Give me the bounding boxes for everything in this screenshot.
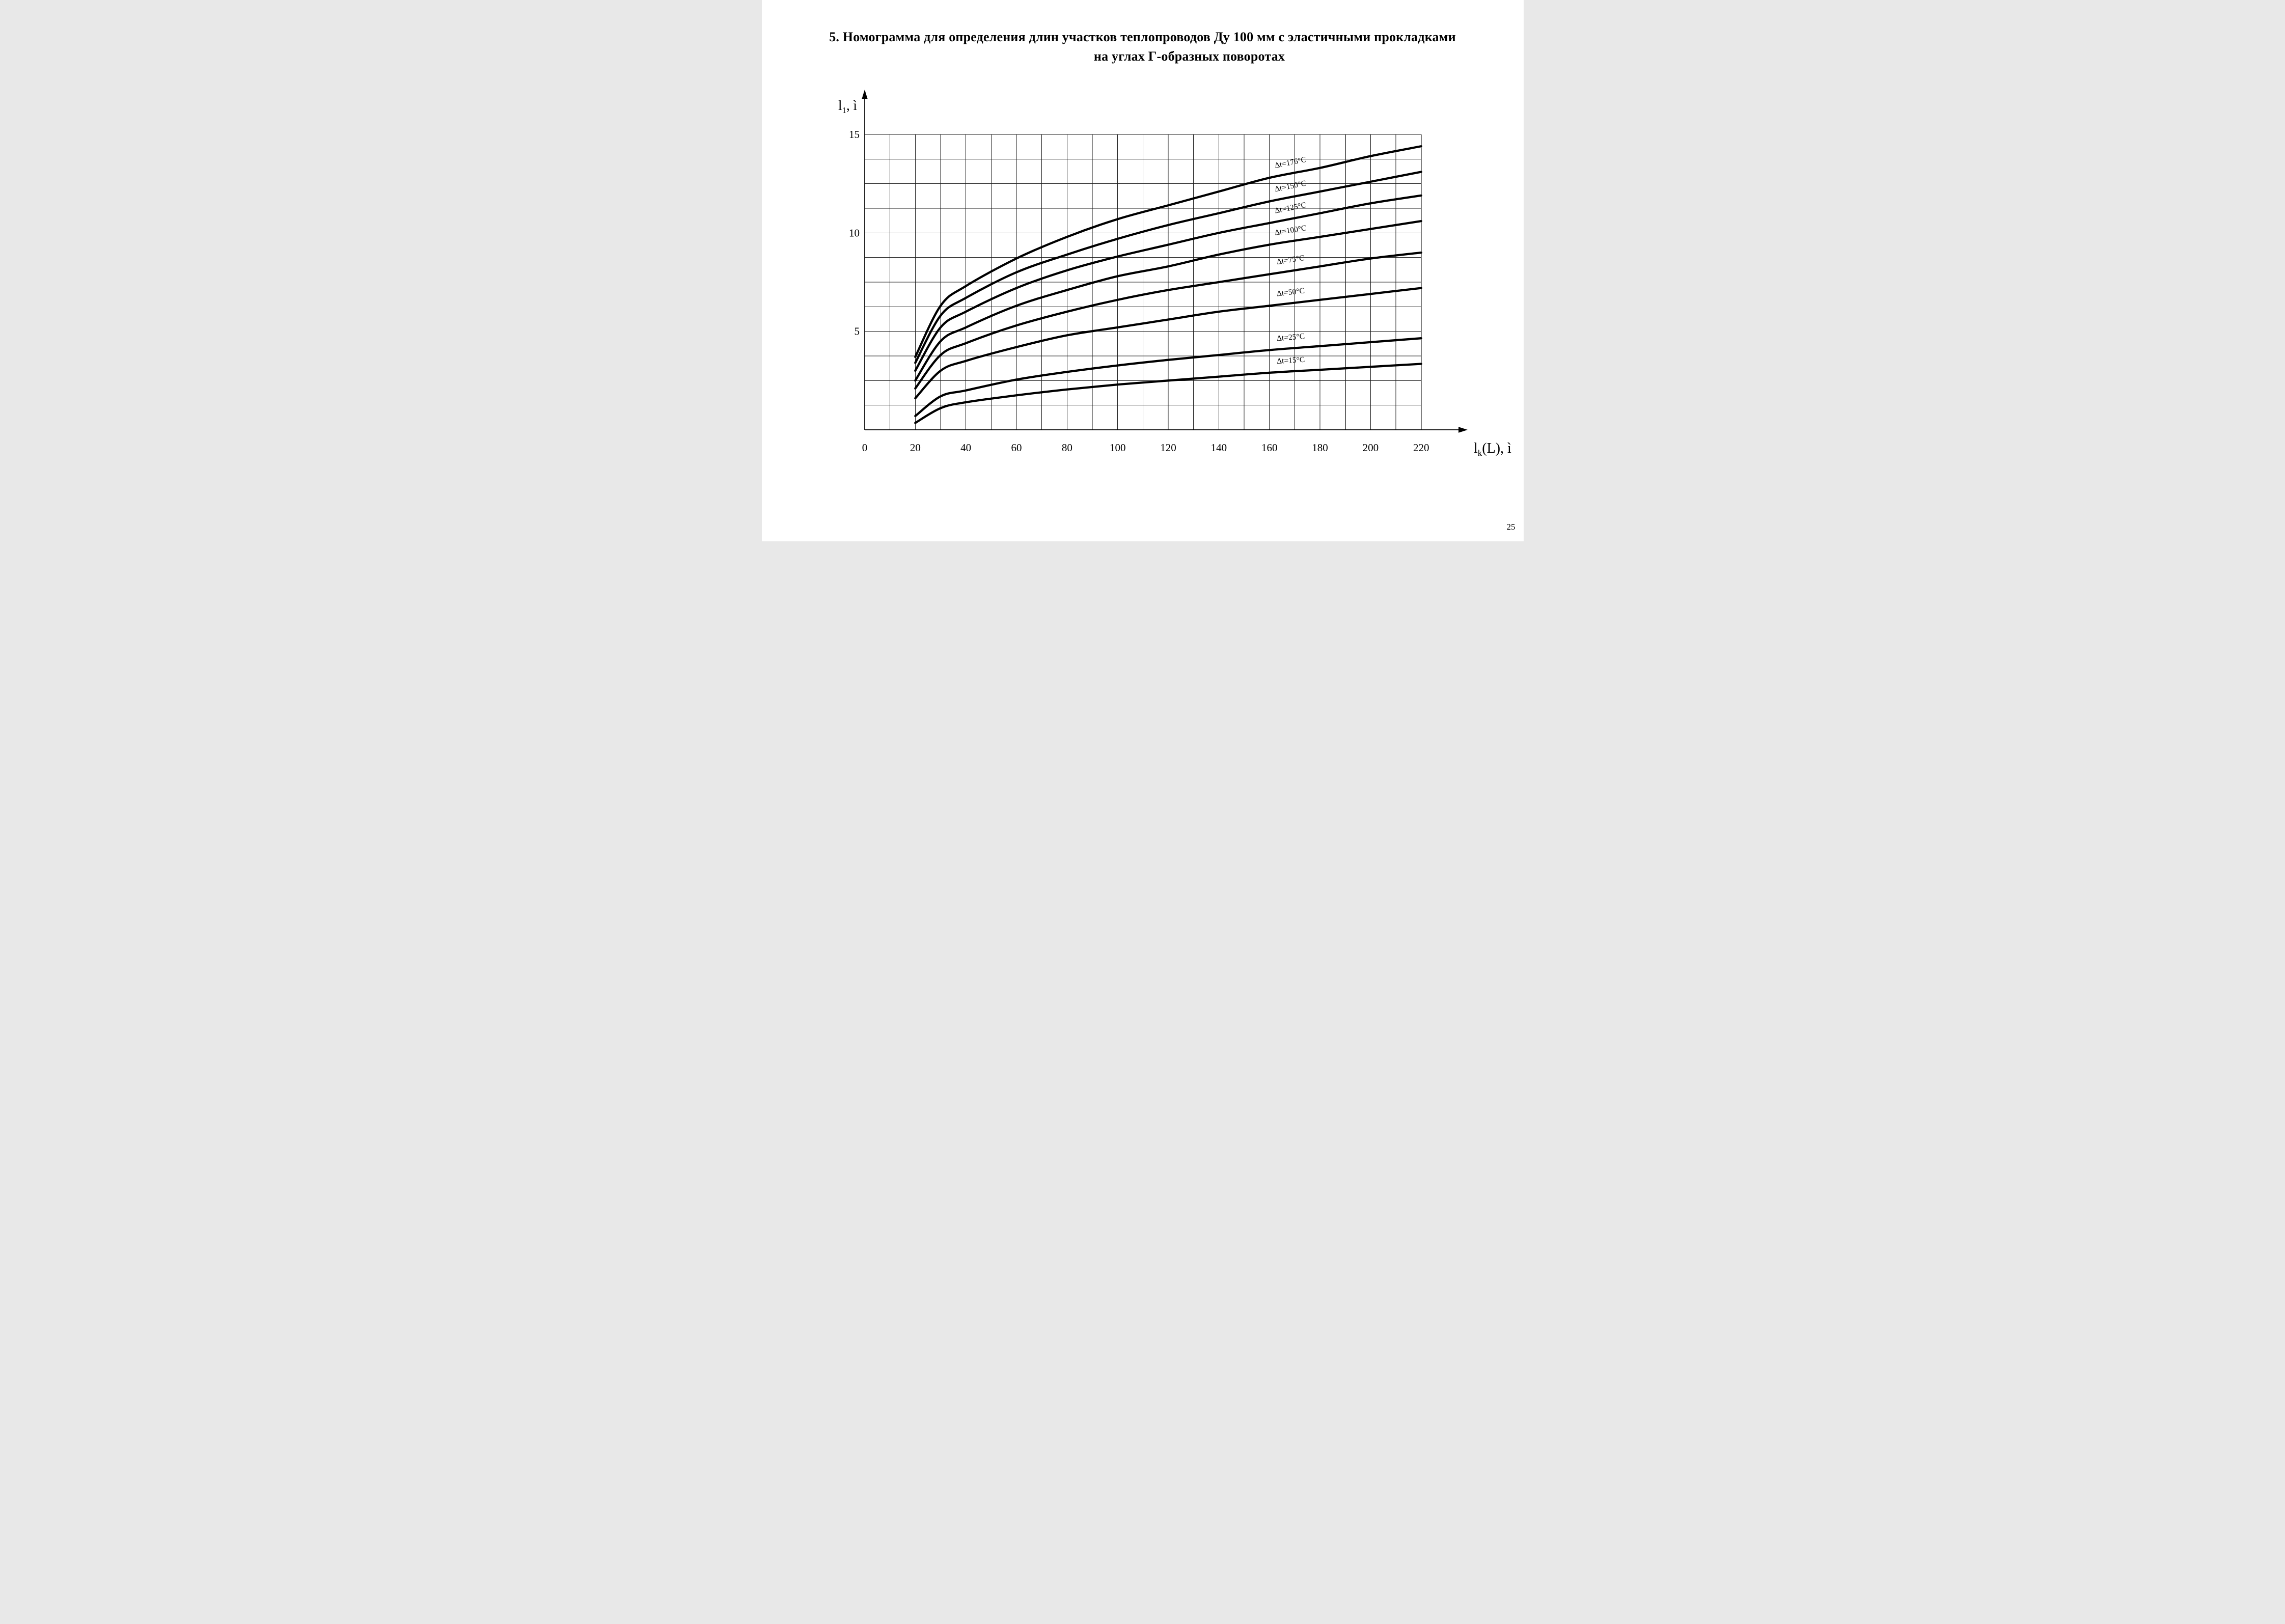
curve-label-dt-50c: Δt=50°C (1276, 286, 1305, 298)
x-axis-title: lk(L), ì (1474, 441, 1511, 458)
curve-label-dt-25c: Δt=25°C (1276, 332, 1305, 343)
document-page: 5. Номограмма для определения длин участ… (761, 0, 1524, 541)
x-tick-label-220: 220 (1413, 442, 1429, 454)
curve-label-dt-176c: Δt=176°C (1274, 155, 1307, 170)
curve-label-dt-75c: Δt=75°C (1276, 254, 1305, 266)
y-axis-arrow-icon (861, 90, 868, 99)
x-tick-label-120: 120 (1160, 442, 1176, 454)
curve-dt-100c (914, 219, 1422, 382)
x-tick-label-40: 40 (960, 442, 971, 454)
x-tick-label-100: 100 (1109, 442, 1125, 454)
grid (864, 134, 1421, 430)
x-tick-label-160: 160 (1261, 442, 1277, 454)
curve-label-dt-125c: Δt=125°C (1274, 201, 1307, 215)
figure-title-line-1: 5. Номограмма для определения длин участ… (829, 30, 1456, 44)
figure-title: 5. Номограмма для определения длин участ… (767, 27, 1519, 66)
y-tick-label-5: 5 (854, 325, 860, 338)
x-tick-label-140: 140 (1210, 442, 1227, 454)
curve-dt-50c (914, 287, 1422, 400)
x-tick-label-0: 0 (862, 442, 867, 454)
x-tick-label-180: 180 (1312, 442, 1328, 454)
curve-dt-15c (914, 363, 1422, 424)
y-tick-label-15: 15 (849, 128, 860, 141)
curve-dt-150c (914, 171, 1422, 364)
axes (861, 90, 1468, 433)
curve-dt-125c (914, 194, 1422, 372)
curve-label-dt-100c: Δt=100°C (1274, 224, 1307, 237)
page-number: 25 (1506, 522, 1516, 532)
x-tick-label-60: 60 (1011, 442, 1022, 454)
y-axis-title: l1, ì (838, 98, 857, 115)
y-tick-label-10: 10 (849, 227, 860, 239)
figure-title-line-2: на углах Г-образных поворотах (1093, 49, 1285, 64)
curve-label-dt-150c: Δt=150°C (1274, 179, 1307, 194)
x-axis-arrow-icon (1458, 427, 1468, 433)
x-tick-label-20: 20 (910, 442, 920, 454)
x-tick-label-200: 200 (1362, 442, 1379, 454)
curve-label-dt-15c: Δt=15°C (1276, 355, 1305, 366)
x-tick-label-80: 80 (1061, 442, 1072, 454)
curve-dt-25c (914, 337, 1422, 418)
curve-dt-176c (914, 145, 1422, 359)
curve-dt-75c (914, 251, 1422, 390)
curves (914, 145, 1422, 424)
nomogram-svg: 0 20 40 60 80 100 120 140 160 180 200 220 5 10 15 l1, ì… (838, 90, 1511, 458)
nomogram-chart: 0 20 40 60 80 100 120 140 160 180 200 220 5 10 15 l1, ì… (762, 0, 1524, 541)
